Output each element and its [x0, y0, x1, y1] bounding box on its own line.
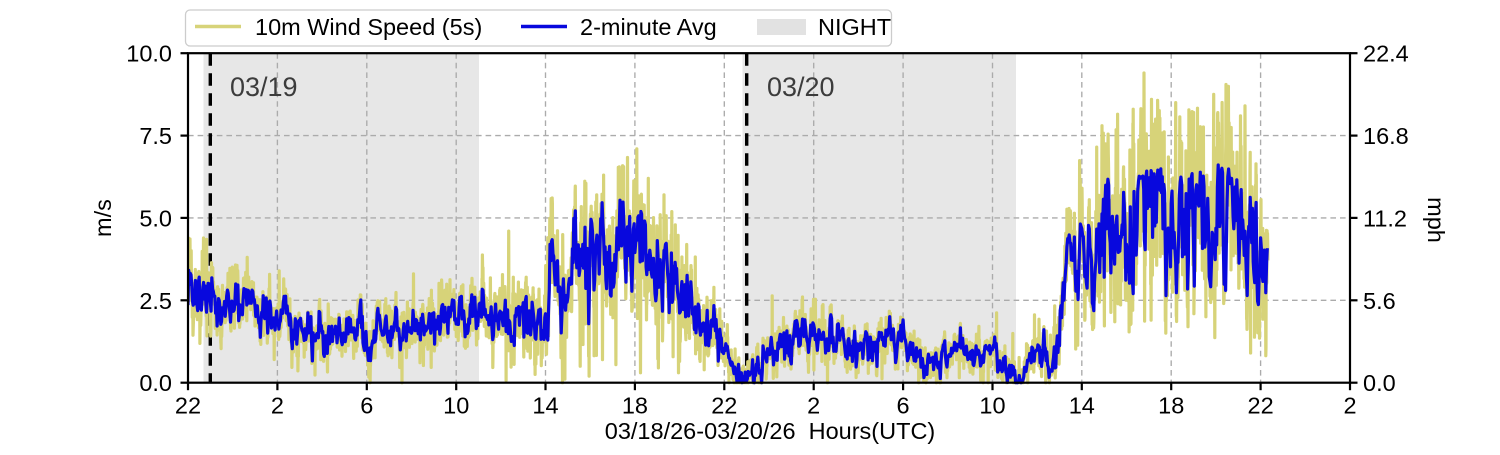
svg-text:14: 14	[532, 393, 558, 419]
svg-text:2-minute Avg: 2-minute Avg	[580, 14, 717, 40]
svg-text:NIGHT: NIGHT	[818, 14, 891, 40]
svg-text:22: 22	[711, 393, 737, 419]
svg-text:22: 22	[1248, 393, 1274, 419]
svg-text:2: 2	[271, 393, 284, 419]
svg-text:03/18/26-03/20/26 Hours(UTC): 03/18/26-03/20/26 Hours(UTC)	[605, 418, 935, 444]
svg-text:10: 10	[979, 393, 1005, 419]
svg-text:10: 10	[443, 393, 469, 419]
svg-text:0.0: 0.0	[139, 370, 172, 396]
svg-text:22.4: 22.4	[1363, 41, 1409, 67]
svg-text:2: 2	[1343, 393, 1356, 419]
svg-text:m/s: m/s	[90, 199, 116, 237]
svg-text:03/20: 03/20	[767, 72, 835, 102]
svg-text:7.5: 7.5	[139, 123, 172, 149]
svg-text:0.0: 0.0	[1363, 370, 1396, 396]
svg-text:03/19: 03/19	[230, 72, 298, 102]
svg-text:10m Wind Speed (5s): 10m Wind Speed (5s)	[255, 14, 482, 40]
svg-text:18: 18	[1158, 393, 1184, 419]
svg-text:2.5: 2.5	[139, 288, 172, 314]
svg-text:16.8: 16.8	[1363, 123, 1409, 149]
svg-text:6: 6	[897, 393, 910, 419]
svg-text:2: 2	[807, 393, 820, 419]
svg-text:10.0: 10.0	[126, 41, 172, 67]
svg-text:18: 18	[622, 393, 648, 419]
svg-text:5.6: 5.6	[1363, 288, 1396, 314]
svg-text:11.2: 11.2	[1363, 205, 1407, 231]
svg-text:14: 14	[1069, 393, 1095, 419]
svg-text:6: 6	[360, 393, 373, 419]
svg-text:5.0: 5.0	[139, 205, 172, 231]
svg-text:22: 22	[175, 393, 201, 419]
svg-text:mph: mph	[1423, 197, 1449, 243]
